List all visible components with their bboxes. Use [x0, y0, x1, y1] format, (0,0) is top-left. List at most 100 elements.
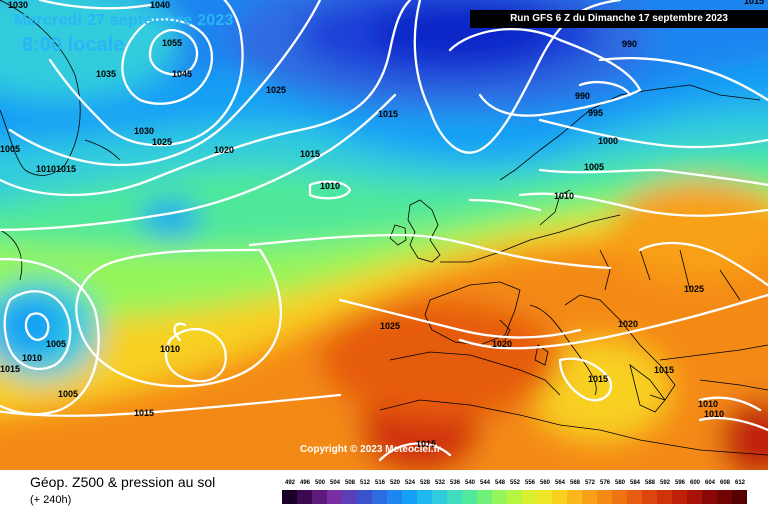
isobar-label: 1045 — [172, 69, 192, 79]
forecast-date: Mercredi 27 septembre 2023 — [14, 12, 234, 29]
isobar-label: 1010 — [160, 344, 180, 354]
scale-swatch — [477, 490, 492, 504]
isobar-label: 1015 — [744, 0, 764, 6]
isobar-label: 1005 — [58, 389, 78, 399]
scale-label: 524 — [404, 480, 415, 486]
isobar-label: 1020 — [618, 319, 638, 329]
scale-label: 532 — [434, 480, 445, 486]
scale-swatch — [657, 490, 672, 504]
scale-label: 580 — [614, 480, 625, 486]
scale-label: 496 — [299, 480, 310, 486]
map-title: Géop. Z500 & pression au sol — [30, 474, 216, 490]
scale-label: 612 — [734, 480, 745, 486]
scale-swatch — [342, 490, 357, 504]
weather-map: 1030 1040 1055 1045 1035 1025 1030 1025 … — [0, 0, 768, 470]
isobar-label: 1025 — [266, 85, 286, 95]
scale-label: 520 — [389, 480, 400, 486]
scale-swatch — [627, 490, 642, 504]
scale-swatch — [732, 490, 747, 504]
scale-label: 588 — [644, 480, 655, 486]
scale-swatch — [312, 490, 327, 504]
isobar-labels: 1030 1040 1055 1045 1035 1025 1030 1025 … — [0, 0, 764, 449]
map-canvas: 1030 1040 1055 1045 1035 1025 1030 1025 … — [0, 0, 768, 470]
scale-label: 604 — [704, 480, 715, 486]
isobar-label: 10101015 — [36, 164, 76, 174]
scale-swatch — [567, 490, 582, 504]
scale-label: 492 — [284, 480, 295, 486]
color-scale — [282, 490, 750, 504]
scale-label: 500 — [314, 480, 325, 486]
scale-swatch — [432, 490, 447, 504]
scale-label: 548 — [494, 480, 505, 486]
scale-label: 576 — [599, 480, 610, 486]
scale-swatch — [492, 490, 507, 504]
isobar-label: 1020 — [492, 339, 512, 349]
scale-swatch — [327, 490, 342, 504]
isobar-label: 1015 — [134, 408, 154, 418]
isobar-label: 990 — [575, 91, 590, 101]
scale-label: 608 — [719, 480, 730, 486]
isobar-label: 1005 — [46, 339, 66, 349]
scale-swatch — [642, 490, 657, 504]
scale-swatch — [282, 490, 297, 504]
isobar-label: 1015 — [654, 365, 674, 375]
scale-swatch — [717, 490, 732, 504]
isobar-label: 1025 — [380, 321, 400, 331]
scale-label: 504 — [329, 480, 340, 486]
isobar-label: 1010 — [698, 399, 718, 409]
color-scale-labels: 492 496 500 504 508 512 516 520 524 528 532 536 540 5… — [282, 480, 750, 490]
scale-label: 536 — [449, 480, 460, 486]
scale-swatch — [582, 490, 597, 504]
scale-swatch — [702, 490, 717, 504]
scale-label: 552 — [509, 480, 520, 486]
isobar-label: 1010 — [22, 353, 42, 363]
isobar-label: 1015 — [588, 374, 608, 384]
isobar-label: 1015 — [416, 439, 436, 449]
scale-swatch — [687, 490, 702, 504]
isobar-label: 1005 — [0, 144, 20, 154]
isobar-label: 1015 — [0, 364, 20, 374]
scale-label: 560 — [539, 480, 550, 486]
isobar-label: 1025 — [152, 137, 172, 147]
scale-swatch — [297, 490, 312, 504]
isobar-label: 1015 — [378, 109, 398, 119]
isobar-label: 995 — [588, 108, 603, 118]
scale-swatch — [522, 490, 537, 504]
scale-label: 600 — [689, 480, 700, 486]
isobar-label: 1020 — [214, 145, 234, 155]
isobars — [0, 0, 768, 460]
isobar-label: 1035 — [96, 69, 116, 79]
isobar-label: 1040 — [150, 0, 170, 10]
scale-label: 544 — [479, 480, 490, 486]
isobar-label: 1030 — [8, 0, 28, 10]
scale-swatch — [507, 490, 522, 504]
isobar-label: 1015 — [300, 149, 320, 159]
scale-label: 512 — [359, 480, 370, 486]
scale-swatch — [552, 490, 567, 504]
coastlines — [0, 0, 768, 456]
scale-label: 584 — [629, 480, 640, 486]
forecast-time: 8:00 locale — [22, 34, 125, 56]
isobar-label: 1000 — [598, 136, 618, 146]
scale-swatch — [372, 490, 387, 504]
isobar-label: 1025 — [684, 284, 704, 294]
forecast-lead-time: (+ 240h) — [30, 494, 72, 506]
scale-label: 540 — [464, 480, 475, 486]
scale-label: 556 — [524, 480, 535, 486]
isobar-label: 1010 — [704, 409, 724, 419]
scale-swatch — [537, 490, 552, 504]
copyright-notice: Copyright © 2023 Meteociel.fr — [300, 444, 441, 455]
isobar-label: 1010 — [554, 191, 574, 201]
scale-swatch — [447, 490, 462, 504]
geopotential-field — [0, 0, 768, 470]
isobar-label: 1005 — [584, 162, 604, 172]
scale-label: 596 — [674, 480, 685, 486]
scale-swatch — [417, 490, 432, 504]
scale-swatch — [672, 490, 687, 504]
scale-swatch — [597, 490, 612, 504]
isobar-label: 1055 — [162, 38, 182, 48]
scale-label: 568 — [569, 480, 580, 486]
scale-label: 592 — [659, 480, 670, 486]
isobar-label: 1030 — [134, 126, 154, 136]
scale-label: 508 — [344, 480, 355, 486]
